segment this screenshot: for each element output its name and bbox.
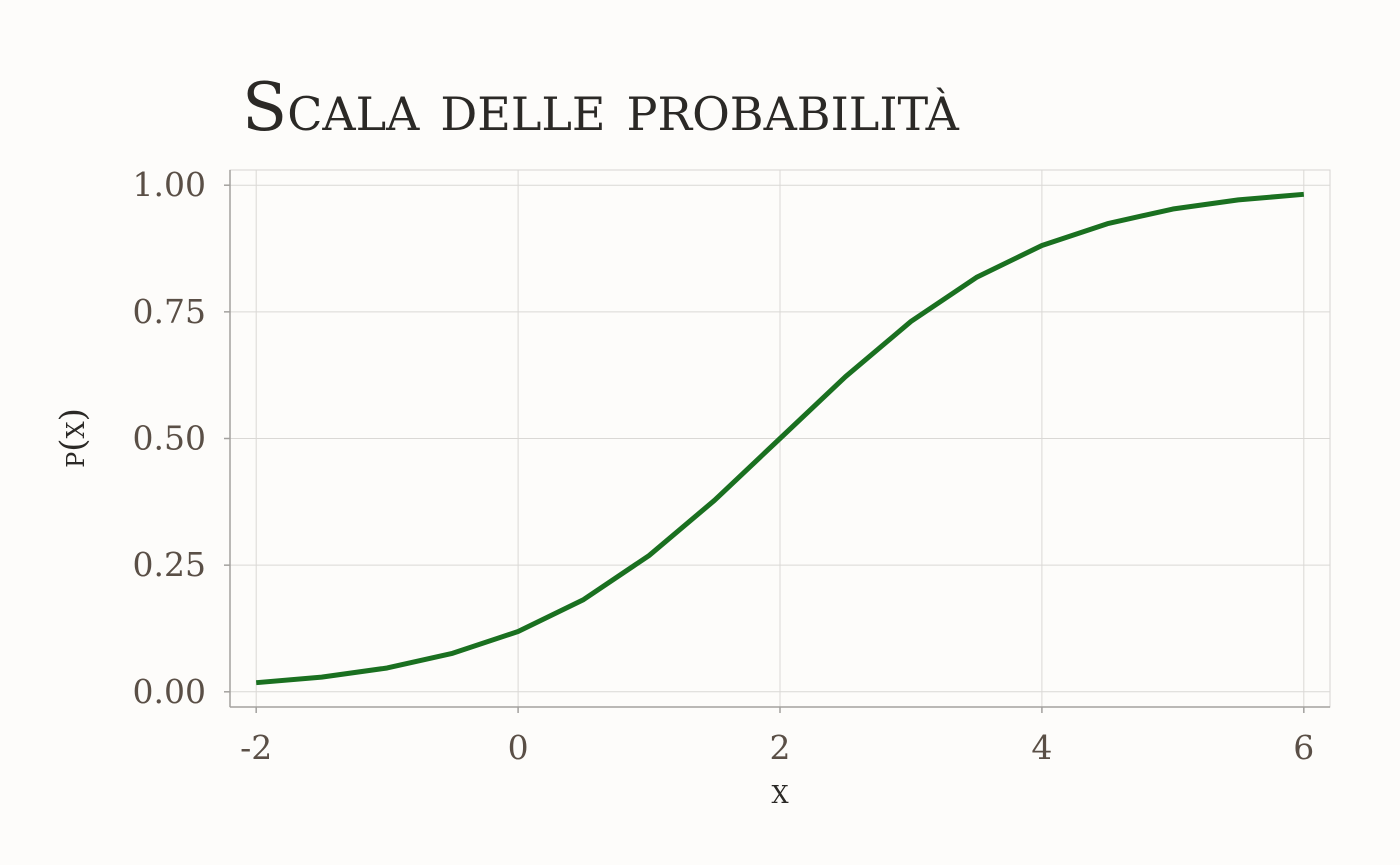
y-tick-label: 1.00: [133, 165, 206, 204]
y-tick-label: 0.50: [133, 419, 206, 458]
y-tick-label: 0.75: [133, 292, 206, 331]
chart-title: Scala delle probabilità: [242, 69, 960, 146]
x-tick-label: 4: [1031, 728, 1052, 767]
series-layer: [255, 191, 1305, 686]
series-line: [255, 191, 1305, 686]
x-axis-label: x: [771, 772, 788, 812]
y-tick-label: 0.25: [133, 545, 206, 584]
y-axis-label: p(x): [53, 408, 93, 468]
x-tick-label: 2: [770, 728, 791, 767]
x-tick-label: 0: [508, 728, 529, 767]
x-tick-label: -2: [240, 728, 272, 767]
x-tick-label: 6: [1293, 728, 1314, 767]
y-tick-label: 0.00: [133, 672, 206, 711]
x-tick-labels: -2 0 2 4 6: [240, 707, 1314, 767]
y-tick-labels: 0.00 0.25 0.50 0.75 1.00: [133, 165, 230, 711]
